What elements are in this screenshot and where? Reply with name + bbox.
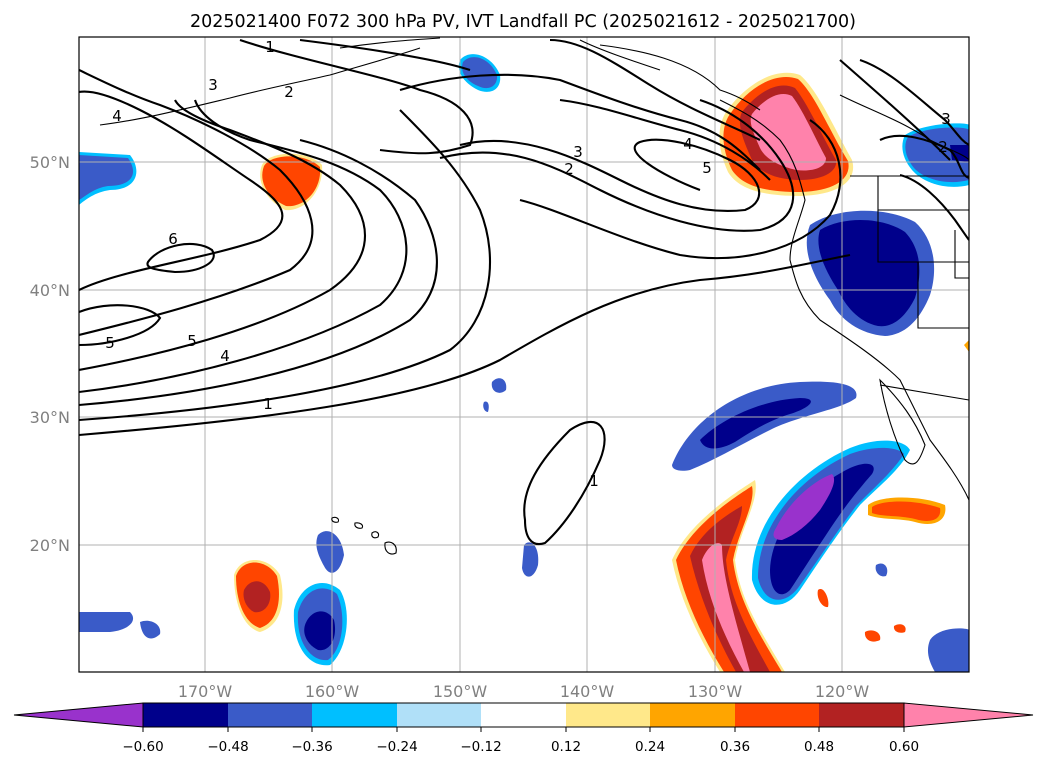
graticule (79, 37, 969, 672)
contour-label: 2 (284, 83, 294, 101)
contour-label: 3 (941, 110, 951, 128)
lon-tick: 170°W (178, 682, 233, 701)
contour-label: 4 (112, 107, 122, 125)
colorbar-tick-label: −0.12 (460, 739, 501, 755)
colorbar-segment (819, 703, 904, 727)
negative-anomaly-subtropical (672, 381, 857, 471)
colorbar-segment (481, 703, 566, 727)
ivt-shading (79, 54, 969, 672)
colorbar: −0.60 −0.48 −0.36 −0.24 −0.12 0.12 0.24 … (13, 702, 1034, 755)
lon-tick: 160°W (305, 682, 360, 701)
colorbar-segment (143, 703, 228, 727)
colorbar-tick-label: 0.48 (804, 739, 834, 755)
contour-label: 5 (105, 334, 115, 352)
lon-tick: 120°W (815, 682, 870, 701)
map-content: 1 3 2 4 3 2 4 5 6 5 5 4 1 1 3 2 (79, 37, 969, 672)
lon-tick-labels: 170°W 160°W 150°W 140°W 130°W 120°W (178, 682, 870, 701)
colorbar-segment (228, 703, 312, 727)
contour-labels: 1 3 2 4 3 2 4 5 6 5 5 4 1 1 3 2 (105, 38, 951, 490)
contour-label: 1 (589, 472, 599, 490)
lon-tick: 140°W (560, 682, 615, 701)
colorbar-segment (566, 703, 650, 727)
colorbar-segment (650, 703, 735, 727)
contour-label: 2 (564, 160, 574, 178)
contour-label: 1 (263, 395, 273, 413)
colorbar-segment (397, 703, 481, 727)
pv-contours (79, 38, 969, 546)
contour-label: 5 (702, 159, 712, 177)
colorbar-tick-label: 0.36 (720, 739, 750, 755)
colorbar-tick-label: −0.36 (291, 739, 332, 755)
colorbar-tick-label: 0.12 (551, 739, 581, 755)
colorbar-border (142, 702, 905, 728)
lat-tick: 30°N (30, 408, 70, 427)
colorbar-extend-left (13, 702, 144, 728)
contour-label: 1 (265, 38, 275, 56)
coastlines (99, 37, 969, 555)
map-border (78, 36, 970, 673)
colorbar-ticks (142, 727, 905, 732)
lat-tick-labels: 50°N 40°N 30°N 20°N (30, 153, 70, 555)
colorbar-tick-label: 0.60 (889, 739, 919, 755)
colorbar-segment (735, 703, 819, 727)
lon-tick: 150°W (433, 682, 488, 701)
lat-tick: 40°N (30, 281, 70, 300)
contour-label: 3 (208, 76, 218, 94)
lat-tick: 20°N (30, 536, 70, 555)
lon-tick: 130°W (688, 682, 743, 701)
colorbar-tick-label: 0.24 (635, 739, 665, 755)
lat-tick: 50°N (30, 153, 70, 172)
colorbar-segment (312, 703, 397, 727)
contour-label: 5 (187, 332, 197, 350)
colorbar-extend-right (903, 702, 1034, 728)
colorbar-tick-label: −0.24 (376, 739, 417, 755)
contour-label: 6 (168, 230, 178, 248)
contour-label: 4 (220, 347, 230, 365)
map-title: 2025021400 F072 300 hPa PV, IVT Landfall… (190, 12, 856, 32)
colorbar-tick-label: −0.60 (122, 739, 163, 755)
contour-label: 4 (683, 135, 693, 153)
contour-label: 3 (573, 143, 583, 161)
contour-label: 2 (938, 138, 948, 156)
colorbar-tick-label: −0.48 (207, 739, 248, 755)
